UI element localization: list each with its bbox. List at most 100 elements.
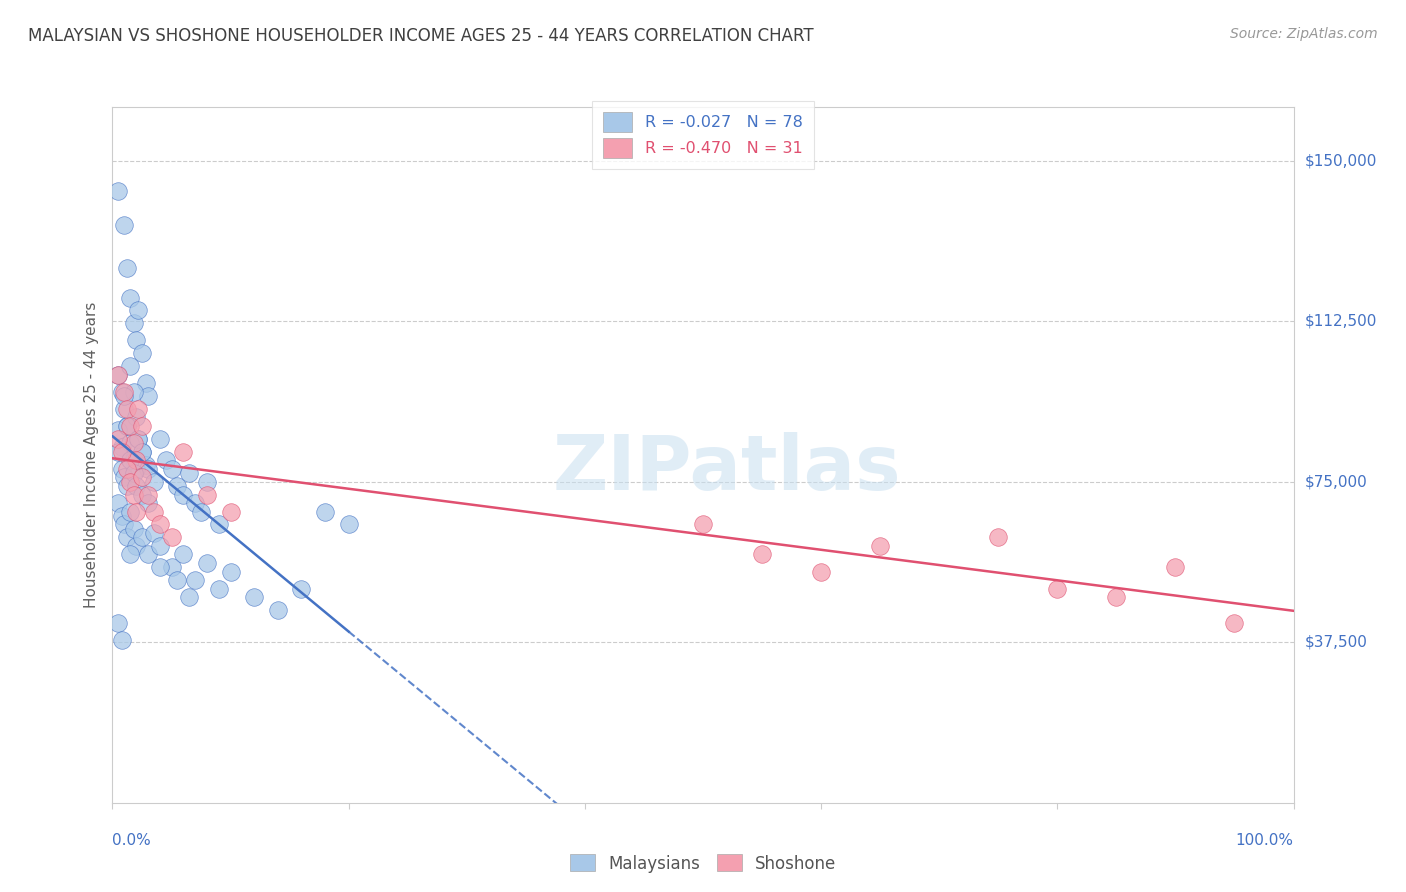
Point (127, 432, 149, 446)
Point (172, 487, 194, 501)
Point (112, 384, 135, 399)
Point (160, 462, 183, 476)
Point (142, 526, 165, 541)
Point (160, 560, 183, 574)
Point (120, 359, 142, 373)
Point (219, 505, 242, 519)
Point (115, 462, 138, 476)
Text: $150,000: $150,000 (1305, 153, 1376, 168)
Point (127, 401, 149, 416)
Text: 100.0%: 100.0% (1236, 833, 1294, 848)
Point (1046, 582, 1069, 596)
Point (111, 441, 134, 455)
Point (1105, 591, 1128, 605)
Point (125, 539, 148, 553)
Point (290, 582, 312, 596)
Point (120, 548, 142, 562)
Point (112, 389, 135, 403)
Point (267, 603, 290, 617)
Legend: Malaysians, Shoshone: Malaysians, Shoshone (564, 847, 842, 880)
Point (692, 517, 714, 532)
Point (136, 487, 159, 501)
Point (136, 496, 159, 510)
Point (142, 505, 165, 519)
Point (160, 530, 183, 544)
Point (166, 573, 188, 587)
Point (125, 479, 148, 493)
Legend: R = -0.027   N = 78, R = -0.470   N = 31: R = -0.027 N = 78, R = -0.470 N = 31 (592, 101, 814, 169)
Text: MALAYSIAN VS SHOSHONE HOUSEHOLDER INCOME AGES 25 - 44 YEARS CORRELATION CHART: MALAYSIAN VS SHOSHONE HOUSEHOLDER INCOME… (28, 27, 814, 45)
Point (751, 548, 773, 562)
Point (131, 444, 153, 458)
Point (190, 505, 212, 519)
Point (111, 462, 134, 476)
Point (120, 291, 142, 305)
Point (125, 453, 148, 467)
Point (125, 334, 148, 348)
Point (136, 462, 159, 476)
Point (112, 517, 135, 532)
Point (107, 368, 129, 382)
Point (166, 479, 188, 493)
Point (115, 260, 138, 275)
Point (122, 316, 145, 330)
Point (337, 517, 360, 532)
Point (122, 487, 145, 501)
Point (112, 470, 135, 484)
Point (208, 582, 231, 596)
Point (179, 466, 201, 480)
Point (120, 419, 142, 434)
Point (172, 444, 194, 458)
Point (122, 384, 145, 399)
Text: Source: ZipAtlas.com: Source: ZipAtlas.com (1230, 27, 1378, 41)
Point (131, 444, 153, 458)
Point (107, 444, 129, 458)
Point (135, 376, 157, 391)
Point (195, 556, 218, 570)
Point (120, 453, 142, 467)
Point (115, 530, 138, 544)
Point (136, 548, 159, 562)
Point (112, 401, 135, 416)
Point (131, 487, 153, 501)
Point (131, 470, 153, 484)
Point (120, 436, 142, 450)
Point (127, 432, 149, 446)
Point (120, 505, 142, 519)
Point (149, 560, 172, 574)
Point (125, 410, 148, 425)
Point (142, 475, 165, 489)
Point (107, 615, 129, 630)
Point (179, 591, 201, 605)
Point (987, 530, 1010, 544)
Point (115, 419, 138, 434)
Point (111, 384, 134, 399)
Y-axis label: Householder Income Ages 25 - 44 years: Householder Income Ages 25 - 44 years (83, 301, 98, 608)
Point (122, 436, 145, 450)
Point (155, 453, 177, 467)
Point (122, 453, 145, 467)
Point (208, 517, 231, 532)
Point (107, 432, 129, 446)
Point (127, 303, 149, 318)
Point (219, 565, 242, 579)
Point (107, 423, 129, 437)
Point (243, 591, 266, 605)
Point (149, 432, 172, 446)
Point (184, 496, 207, 510)
Point (195, 487, 218, 501)
Point (314, 505, 336, 519)
Point (869, 539, 891, 553)
Text: $37,500: $37,500 (1305, 635, 1368, 649)
Point (122, 522, 145, 536)
Point (111, 508, 134, 523)
Point (120, 475, 142, 489)
Point (111, 444, 134, 458)
Text: $75,000: $75,000 (1305, 475, 1368, 489)
Point (122, 466, 145, 480)
Point (1164, 560, 1187, 574)
Point (135, 458, 157, 472)
Text: ZIPatlas: ZIPatlas (553, 432, 901, 506)
Point (125, 505, 148, 519)
Point (149, 539, 172, 553)
